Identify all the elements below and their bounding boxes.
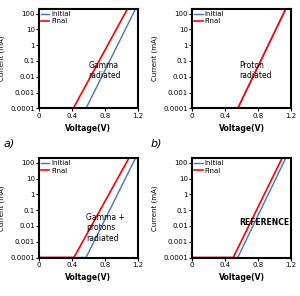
Initial: [116, 192, 120, 195]
Initial: [81, 256, 84, 259]
Initial: [234, 256, 238, 259]
Line: Initial: Initial: [192, 9, 291, 108]
Final: [81, 90, 84, 93]
Initial: [230, 256, 234, 259]
Final: [114, 179, 118, 183]
Final: [258, 60, 262, 64]
X-axis label: Voltage(V): Voltage(V): [65, 124, 111, 133]
Initial: [190, 107, 194, 110]
Final: [258, 201, 262, 205]
Initial: [47, 107, 51, 110]
X-axis label: Voltage(V): Voltage(V): [219, 124, 265, 133]
Initial: [234, 107, 238, 110]
Final: [280, 156, 284, 160]
Initial: [116, 43, 120, 46]
Initial: [47, 256, 51, 259]
Final: [190, 107, 194, 110]
Final: [114, 28, 118, 31]
Initial: [114, 46, 118, 50]
Line: Final: Final: [39, 158, 138, 258]
Legend: Initial, Final: Initial, Final: [40, 10, 72, 25]
Legend: Initial, Final: Initial, Final: [194, 160, 225, 174]
Final: [105, 196, 109, 200]
Final: [77, 96, 81, 100]
Initial: [77, 256, 81, 259]
Initial: [136, 7, 140, 11]
Legend: Initial, Final: Initial, Final: [194, 10, 225, 25]
Final: [234, 107, 238, 110]
Text: a): a): [3, 139, 15, 149]
Text: Gamma
radiated: Gamma radiated: [88, 61, 121, 80]
Initial: [258, 210, 262, 213]
Initial: [37, 107, 41, 110]
Y-axis label: Current (mA): Current (mA): [0, 185, 4, 231]
Text: b): b): [150, 139, 162, 149]
Final: [284, 7, 287, 11]
Final: [105, 45, 109, 48]
Final: [116, 176, 120, 180]
Final: [289, 7, 293, 11]
Final: [81, 240, 84, 244]
Text: Proton
radiated: Proton radiated: [240, 61, 272, 80]
Text: REFERENCE: REFERENCE: [240, 218, 290, 227]
Initial: [284, 7, 287, 11]
Initial: [37, 256, 41, 259]
Initial: [136, 156, 140, 160]
Final: [190, 256, 194, 259]
Initial: [114, 195, 118, 199]
Final: [200, 107, 204, 110]
Legend: Initial, Final: Initial, Final: [40, 160, 72, 174]
X-axis label: Voltage(V): Voltage(V): [65, 273, 111, 282]
Line: Final: Final: [192, 9, 291, 108]
Final: [267, 182, 271, 186]
Initial: [200, 107, 204, 110]
Final: [126, 7, 129, 11]
Y-axis label: Current (mA): Current (mA): [0, 36, 4, 81]
Initial: [134, 156, 137, 160]
Final: [37, 107, 41, 110]
Line: Final: Final: [192, 158, 291, 258]
Initial: [284, 156, 287, 160]
Final: [234, 251, 238, 254]
Initial: [230, 107, 234, 110]
Final: [47, 107, 51, 110]
Initial: [267, 41, 271, 45]
X-axis label: Voltage(V): Voltage(V): [219, 273, 265, 282]
Final: [200, 256, 204, 259]
Final: [230, 256, 234, 259]
Text: Gamma +
protons
radiated: Gamma + protons radiated: [86, 213, 125, 243]
Line: Initial: Initial: [39, 9, 138, 108]
Final: [269, 38, 273, 41]
Initial: [190, 256, 194, 259]
Y-axis label: Current (mA): Current (mA): [151, 36, 158, 81]
Final: [230, 107, 234, 110]
Initial: [269, 187, 273, 190]
Final: [269, 179, 273, 182]
Initial: [77, 107, 81, 110]
Initial: [134, 7, 137, 11]
Final: [136, 7, 140, 11]
Initial: [269, 38, 273, 41]
Line: Initial: Initial: [39, 158, 138, 258]
Initial: [105, 65, 109, 68]
Line: Initial: Initial: [192, 158, 291, 258]
Line: Final: Final: [39, 9, 138, 108]
Initial: [81, 107, 84, 110]
Initial: [258, 60, 262, 64]
Y-axis label: Current (mA): Current (mA): [151, 185, 158, 231]
Initial: [289, 156, 293, 160]
Final: [136, 156, 140, 160]
Final: [116, 25, 120, 28]
Initial: [267, 190, 271, 194]
Initial: [200, 256, 204, 259]
Final: [47, 256, 51, 259]
Final: [37, 256, 41, 259]
Initial: [105, 214, 109, 218]
Initial: [289, 7, 293, 11]
Final: [77, 247, 81, 250]
Final: [127, 156, 131, 160]
Final: [267, 41, 271, 45]
Final: [289, 156, 293, 160]
